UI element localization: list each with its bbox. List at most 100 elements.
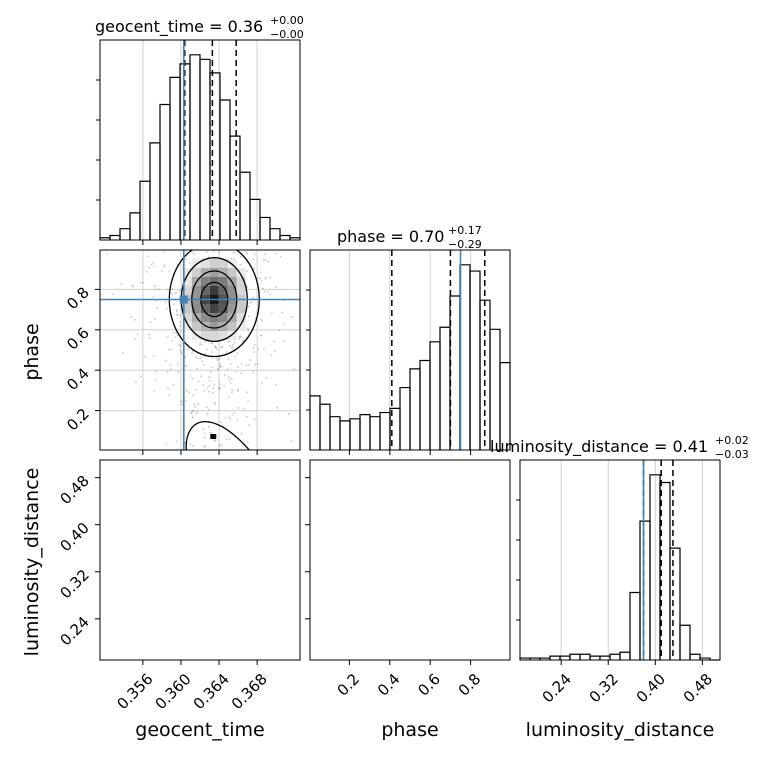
undefined-sample-point — [172, 561, 174, 563]
undefined-sample-point — [376, 639, 378, 641]
undefined-sample-point — [179, 331, 182, 333]
undefined-sample-point — [249, 521, 251, 523]
undefined-frame — [99, 249, 301, 451]
undefined-sample-point — [445, 504, 447, 506]
undefined-sample-point — [228, 571, 230, 573]
undefined-sample-point — [240, 547, 242, 549]
title-phase-name: phase — [337, 227, 385, 246]
undefined-sample-point — [219, 624, 221, 626]
undefined-sample-point — [184, 510, 186, 512]
undefined-sample-point — [290, 316, 293, 318]
undefined-sample-point — [239, 504, 241, 506]
undefined-sample-point — [211, 548, 213, 550]
hist-geocent-time-bar-11 — [209, 72, 221, 240]
undefined-sample-point — [389, 620, 391, 622]
undefined-contour-1 — [195, 505, 234, 522]
undefined-sample-point — [469, 519, 471, 521]
undefined-density-cell — [200, 321, 210, 331]
undefined-sample-point — [227, 517, 229, 519]
undefined-sample-point — [350, 563, 352, 565]
undefined-sample-point — [392, 520, 394, 522]
undefined-sample-point — [252, 346, 255, 349]
hist-luminosity-distance-bar-18 — [699, 657, 711, 660]
undefined-sample-point — [246, 391, 249, 394]
undefined-sample-point — [343, 513, 345, 515]
undefined-sample-point — [225, 507, 227, 509]
undefined-sample-point — [358, 507, 360, 509]
undefined-sample-point — [204, 432, 206, 435]
undefined-sample-point — [275, 286, 278, 288]
undefined-density-cell — [434, 508, 443, 517]
undefined-sample-point — [197, 403, 200, 405]
undefined-density-cell — [210, 508, 219, 517]
undefined-sample-point — [480, 510, 482, 512]
undefined-sample-point — [199, 512, 201, 514]
undefined-sample-point — [226, 591, 228, 593]
undefined-sample-point — [184, 495, 186, 497]
undefined-sample-point — [209, 519, 211, 521]
undefined-sample-point — [264, 253, 267, 256]
undefined-sample-point — [209, 507, 211, 509]
undefined-sample-point — [381, 535, 383, 537]
undefined-sample-point — [245, 251, 248, 254]
undefined-sample-point — [189, 411, 192, 414]
undefined-density-cell — [191, 258, 201, 268]
undefined-sample-point — [502, 509, 504, 511]
undefined-sample-point — [422, 499, 424, 501]
undefined-sample-point — [223, 512, 225, 514]
undefined-sample-point — [434, 640, 436, 642]
undefined-sample-point — [373, 620, 375, 622]
undefined-sample-point — [226, 368, 229, 371]
undefined-sample-point — [495, 525, 497, 527]
hist-luminosity-distance-bar-12 — [639, 520, 651, 660]
hist-geocent-time-bar-7 — [169, 76, 181, 240]
undefined-sample-point — [214, 345, 217, 348]
undefined-sample-point — [197, 525, 199, 527]
undefined-sample-point — [199, 341, 202, 344]
undefined-sample-point — [342, 536, 344, 538]
undefined-sample-point — [230, 377, 233, 380]
undefined-sample-point — [252, 520, 254, 522]
undefined-sample-point — [163, 264, 166, 267]
undefined-sample-point — [477, 515, 479, 517]
undefined-sample-point — [220, 497, 222, 499]
undefined-sample-point — [217, 487, 219, 489]
undefined-sample-point — [250, 495, 252, 497]
undefined-density-cell — [209, 276, 219, 286]
undefined-sample-point — [134, 337, 137, 340]
undefined-sample-point — [213, 508, 215, 510]
undefined-sample-point — [251, 511, 253, 513]
undefined-sample-point — [387, 528, 389, 530]
undefined-sample-point — [199, 357, 202, 360]
undefined-sample-point — [388, 562, 390, 564]
undefined-sample-point — [198, 522, 200, 524]
undefined-sample-point — [154, 378, 157, 381]
undefined-sample-point — [171, 484, 173, 486]
undefined-sample-point — [258, 535, 260, 537]
undefined-sample-point — [186, 516, 188, 518]
undefined-sample-point — [427, 525, 429, 527]
undefined-sample-point — [423, 496, 425, 498]
undefined-sample-point — [239, 335, 242, 338]
undefined-sample-point — [449, 508, 451, 510]
undefined-sample-point — [180, 351, 183, 354]
undefined-density-cell — [218, 303, 228, 313]
undefined-sample-point — [214, 546, 216, 548]
undefined-sample-point — [503, 508, 505, 510]
undefined-sample-point — [171, 539, 173, 541]
undefined-sample-point — [180, 352, 183, 355]
undefined-sample-point — [293, 533, 295, 535]
undefined-sample-point — [244, 541, 246, 543]
undefined-sample-point — [228, 487, 230, 489]
undefined-sample-point — [472, 522, 474, 524]
undefined-sample-point — [497, 562, 499, 564]
undefined-sample-point — [496, 512, 498, 514]
undefined-sample-point — [319, 636, 321, 638]
undefined-sample-point — [213, 513, 215, 515]
undefined-sample-point — [389, 541, 391, 543]
undefined-sample-point — [479, 530, 481, 532]
undefined-sample-point — [194, 492, 196, 494]
undefined-sample-point — [404, 558, 406, 560]
undefined-sample-point — [206, 560, 208, 562]
undefined-sample-point — [223, 514, 225, 516]
